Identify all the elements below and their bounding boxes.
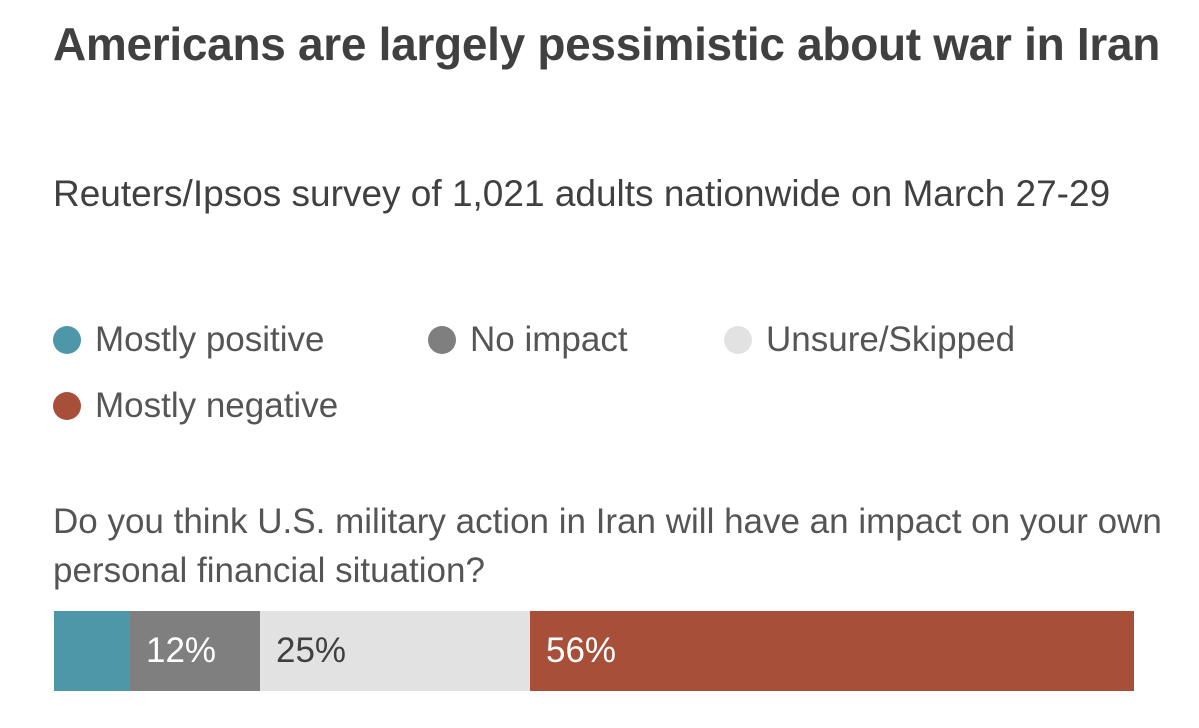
legend-item-mostly-positive: Mostly positive	[53, 314, 325, 366]
legend-dot-mostly-negative-icon	[53, 392, 81, 420]
legend-item-unsure-skipped: Unsure/Skipped	[724, 314, 1015, 366]
chart-subtitle: Reuters/Ipsos survey of 1,021 adults nat…	[53, 173, 1111, 214]
bar-segment-label: 12%	[146, 631, 217, 670]
legend-item-mostly-negative: Mostly negative	[53, 380, 338, 432]
chart-title: Americans are largely pessimistic about …	[53, 18, 1161, 70]
stacked-bar: 12% 25% 56%	[54, 611, 1134, 691]
bar-segment-no-impact: 12%	[130, 611, 260, 691]
bar-segment-mostly-negative: 56%	[530, 611, 1134, 691]
bar-segment-mostly-positive	[54, 611, 130, 691]
legend-dot-mostly-positive-icon	[53, 326, 81, 354]
legend-label-unsure-skipped: Unsure/Skipped	[766, 320, 1016, 359]
legend-label-mostly-positive: Mostly positive	[95, 320, 325, 359]
survey-question: Do you think U.S. military action in Ira…	[53, 502, 1162, 590]
legend-item-no-impact: No impact	[428, 314, 628, 366]
bar-segment-label: 25%	[276, 631, 347, 670]
bar-segment-label: 56%	[546, 631, 617, 670]
legend-dot-no-impact-icon	[428, 326, 456, 354]
legend-dot-unsure-skipped-icon	[724, 326, 752, 354]
legend-label-mostly-negative: Mostly negative	[95, 386, 339, 425]
legend-label-no-impact: No impact	[470, 320, 628, 359]
bar-segment-unsure-skipped: 25%	[260, 611, 530, 691]
legend: Mostly positive No impact Unsure/Skipped…	[53, 314, 1163, 444]
